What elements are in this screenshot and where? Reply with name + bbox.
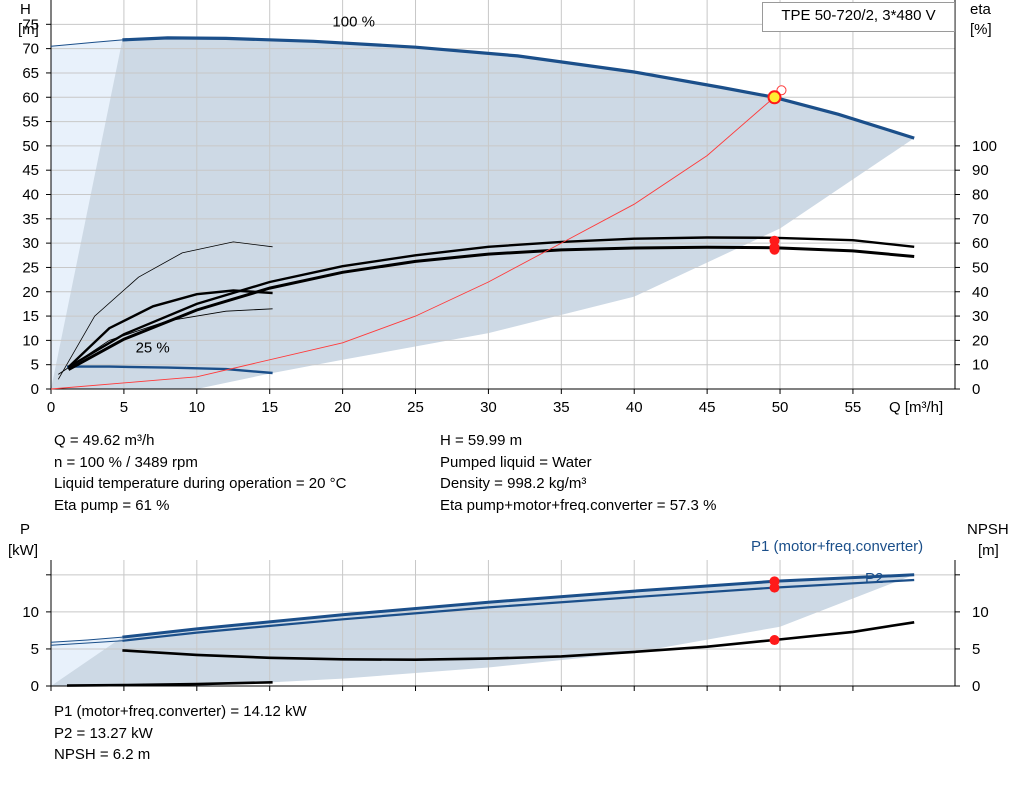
- y-tick-label: 10: [22, 332, 39, 349]
- x-tick-label: 35: [553, 399, 570, 416]
- operating-envelope: [51, 37, 915, 390]
- y2-tick-label: 50: [972, 259, 989, 276]
- system-curve: [50, 90, 784, 390]
- npsh-axis-label-top: NPSH: [967, 521, 1009, 538]
- y-tick-label: 35: [22, 211, 39, 228]
- y-tick-label: 40: [22, 187, 39, 204]
- info-p1: P1 (motor+freq.converter) = 14.12 kW: [54, 703, 307, 720]
- y2-tick-label: 80: [972, 187, 989, 204]
- info-density: Density = 998.2 kg/m³: [440, 475, 587, 492]
- x-tick-label: 40: [626, 399, 643, 416]
- y-tick-label: 45: [22, 162, 39, 179]
- info-liquid: Pumped liquid = Water: [440, 453, 592, 471]
- x-tick-label: 15: [261, 399, 278, 416]
- operating-point-npsh: [769, 635, 780, 646]
- y2-axis-label-unit: [%]: [970, 21, 992, 38]
- operating-point-p2: [769, 582, 780, 593]
- operating-point-left: Q = 49.62 m³/h n = 100 % / 3489 rpm Liqu…: [54, 430, 346, 516]
- info-head: H = 59.99 m: [440, 432, 523, 449]
- power-y-tick-label: 5: [31, 641, 39, 658]
- info-flow: Q = 49.62 m³/h: [54, 432, 155, 449]
- p1-curve-extension: [50, 636, 123, 643]
- head-curve-25: [67, 365, 273, 375]
- head-curve-100: [122, 36, 915, 140]
- x-tick-label: 45: [699, 399, 716, 416]
- p2-curve-extension: [50, 640, 123, 646]
- info-speed: n = 100 % / 3489 rpm: [54, 453, 198, 471]
- eta-curve-low-thin: [57, 241, 273, 380]
- p2-series-label: P2: [865, 570, 883, 587]
- power-axis-label-unit: [kW]: [8, 542, 38, 559]
- y-axis-label-unit: [m]: [18, 21, 39, 38]
- y-tick-label: 60: [22, 89, 39, 106]
- model-label: TPE 50-720/2, 3*480 V: [762, 2, 955, 32]
- y-tick-label: 70: [22, 41, 39, 58]
- npsh-y-tick-label: 5: [972, 641, 980, 658]
- x-tick-label: 30: [480, 399, 497, 416]
- info-p2: P2 = 13.27 kW: [54, 724, 153, 742]
- x-tick-label: 25: [407, 399, 424, 416]
- info-temperature: Liquid temperature during operation = 20…: [54, 475, 347, 492]
- head-curve-extension: [50, 39, 123, 47]
- operating-point-right: H = 59.99 m Pumped liquid = Water Densit…: [440, 430, 716, 516]
- y-tick-label: 65: [22, 65, 39, 82]
- npsh-y-tick-label: 10: [972, 604, 989, 621]
- y2-tick-label: 40: [972, 284, 989, 301]
- p1-series-label: P1 (motor+freq.converter): [751, 538, 923, 555]
- npsh-y-tick-label: 0: [972, 678, 980, 695]
- info-eta-pump: Eta pump = 61 %: [54, 496, 170, 514]
- x-tick-label: 10: [188, 399, 205, 416]
- y2-tick-label: 100: [972, 138, 997, 155]
- y2-tick-label: 60: [972, 235, 989, 252]
- operating-point-head: [767, 90, 782, 105]
- operating-point-eta-total-2: [769, 244, 780, 255]
- y-tick-label: 55: [22, 114, 39, 131]
- y-tick-label: 50: [22, 138, 39, 155]
- power-values: P1 (motor+freq.converter) = 14.12 kW P2 …: [54, 701, 307, 766]
- npsh-curve: [122, 621, 915, 662]
- y-tick-label: 20: [22, 284, 39, 301]
- y2-tick-label: 10: [972, 357, 989, 374]
- y-tick-label: 5: [31, 357, 39, 374]
- y-tick-label: 15: [22, 308, 39, 325]
- y-tick-label: 0: [31, 381, 39, 398]
- npsh-axis-label-unit: [m]: [978, 542, 999, 559]
- info-npsh: NPSH = 6.2 m: [54, 746, 151, 763]
- y-tick-label: 30: [22, 235, 39, 252]
- speed-label-100: 100 %: [332, 14, 375, 31]
- y-axis-label-top: H: [20, 1, 31, 18]
- x-tick-label: 55: [845, 399, 862, 416]
- x-tick-label: 50: [772, 399, 789, 416]
- y2-axis-label-top: eta: [970, 1, 992, 18]
- y-tick-label: 25: [22, 259, 39, 276]
- speed-label-25: 25 %: [136, 340, 170, 357]
- y2-tick-label: 20: [972, 332, 989, 349]
- power-low-curve: [66, 681, 273, 687]
- y2-tick-label: 0: [972, 381, 980, 398]
- x-tick-label: 5: [120, 399, 128, 416]
- power-y-tick-label: 0: [31, 678, 39, 695]
- info-eta-total: Eta pump+motor+freq.converter = 57.3 %: [440, 496, 717, 514]
- power-y-tick-label: 10: [22, 604, 39, 621]
- y2-tick-label: 90: [972, 162, 989, 179]
- x-tick-label: 20: [334, 399, 351, 416]
- y-tick-label: 75: [22, 16, 39, 33]
- x-axis-label: Q [m³/h]: [889, 399, 943, 416]
- power-axis-label-top: P: [20, 521, 30, 538]
- x-tick-label: 0: [47, 399, 55, 416]
- y2-tick-label: 70: [972, 211, 989, 228]
- y2-tick-label: 30: [972, 308, 989, 325]
